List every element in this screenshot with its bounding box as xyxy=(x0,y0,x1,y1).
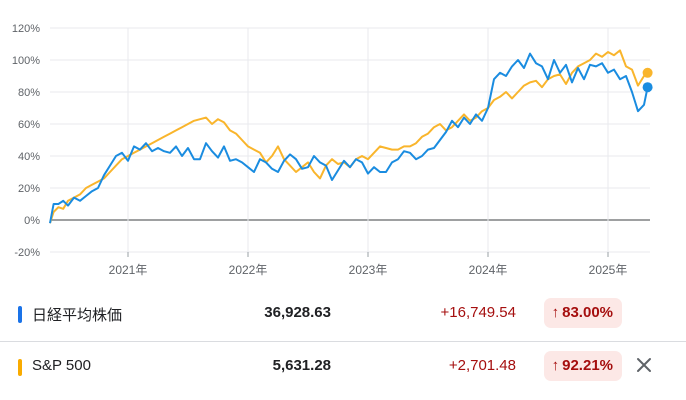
series-line-sp500 xyxy=(49,49,649,224)
percent-change-badge: ↑ 83.00% xyxy=(543,298,622,328)
y-tick-label: 120% xyxy=(12,23,40,35)
price-change: +16,749.54 xyxy=(440,304,517,321)
current-price: 36,928.63 xyxy=(264,304,331,321)
x-tick-label: 2025年 xyxy=(589,263,628,277)
series-color-swatch xyxy=(18,306,22,323)
x-tick-label: 2021年 xyxy=(109,263,148,277)
series-end-marker-sp500 xyxy=(642,67,653,78)
y-tick-label: 0% xyxy=(24,215,40,227)
series-end-marker-nikkei xyxy=(642,82,653,93)
series-color-swatch xyxy=(18,359,22,376)
x-tick-label: 2024年 xyxy=(469,263,508,277)
x-tick-label: 2023年 xyxy=(349,263,388,277)
y-tick-label: -20% xyxy=(14,247,40,259)
y-tick-label: 80% xyxy=(18,87,40,99)
close-icon[interactable] xyxy=(634,355,654,375)
legend-row-nikkei[interactable]: 日経平均株価 36,928.63 +16,749.54 ↑ 83.00% xyxy=(0,291,686,337)
y-tick-label: 100% xyxy=(12,55,40,67)
series-name: S&P 500 xyxy=(32,357,91,374)
x-tick-label: 2022年 xyxy=(229,263,268,277)
series-line-nikkei xyxy=(49,52,649,224)
price-change: +2,701.48 xyxy=(448,357,516,374)
percent-change-value: 83.00% xyxy=(562,304,613,321)
percent-change-badge: ↑ 92.21% xyxy=(543,351,622,381)
arrow-up-icon: ↑ xyxy=(551,304,560,321)
y-tick-label: 60% xyxy=(18,119,40,131)
comparison-chart: 120% 100% 80% 60% 40% 20% 0% -20% 2021年 2022年 2023… xyxy=(12,23,653,277)
arrow-up-icon: ↑ xyxy=(551,357,560,374)
y-tick-label: 40% xyxy=(18,151,40,163)
series-name: 日経平均株価 xyxy=(32,307,123,324)
percent-change-value: 92.21% xyxy=(562,357,613,374)
legend-row-sp500[interactable]: S&P 500 5,631.28 +2,701.48 ↑ 92.21% xyxy=(0,341,686,390)
y-tick-label: 20% xyxy=(18,183,40,195)
current-price: 5,631.28 xyxy=(272,357,331,374)
